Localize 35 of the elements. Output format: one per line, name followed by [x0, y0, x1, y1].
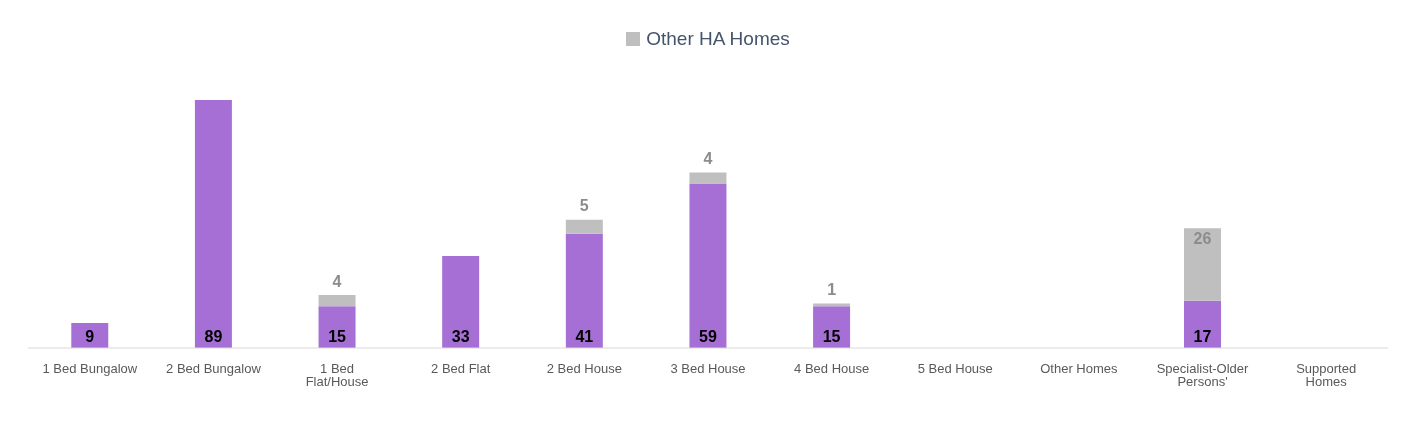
- x-tick-label: 2 Bed House: [546, 361, 622, 377]
- bar: [318, 295, 356, 307]
- x-tick-label: 1 Bed Flat/House: [305, 361, 369, 390]
- data-label: 59: [699, 327, 717, 345]
- bar: [565, 219, 603, 234]
- bar: [689, 172, 727, 184]
- data-label: 15: [328, 327, 347, 345]
- x-tick-label: Other Homes: [1040, 361, 1119, 377]
- bar: [813, 306, 851, 348]
- bar: [1184, 228, 1221, 301]
- legend-label: Other HA Homes: [645, 28, 790, 50]
- x-tick-label: 2 Bed Bungalow: [166, 361, 262, 377]
- bar: [442, 256, 480, 348]
- bar: [565, 233, 603, 348]
- bar: [1184, 300, 1221, 348]
- bar: [813, 303, 851, 307]
- data-label: 41: [575, 327, 594, 345]
- data-label: 15: [822, 327, 841, 345]
- bar: [689, 183, 727, 348]
- bar: [194, 100, 232, 348]
- x-tick-label: 2 Bed Flat: [431, 361, 491, 377]
- x-tick-label: Specialist-Older Persons': [1156, 361, 1250, 390]
- x-tick-label: 3 Bed House: [670, 361, 746, 377]
- data-label: 4: [703, 149, 713, 167]
- x-tick-label: 4 Bed House: [794, 361, 870, 377]
- x-tick-label: 1 Bed Bungalow: [42, 361, 138, 377]
- data-label: 4: [332, 272, 342, 290]
- x-tick-label: 5 Bed House: [917, 361, 993, 377]
- data-label: 9: [85, 327, 95, 345]
- data-label: 33: [451, 327, 470, 345]
- data-label: 89: [204, 327, 223, 345]
- data-label: 5: [579, 197, 589, 215]
- data-label: 1: [827, 280, 837, 298]
- x-tick-label: Supported Homes: [1296, 361, 1357, 390]
- data-label: 17: [1193, 327, 1212, 345]
